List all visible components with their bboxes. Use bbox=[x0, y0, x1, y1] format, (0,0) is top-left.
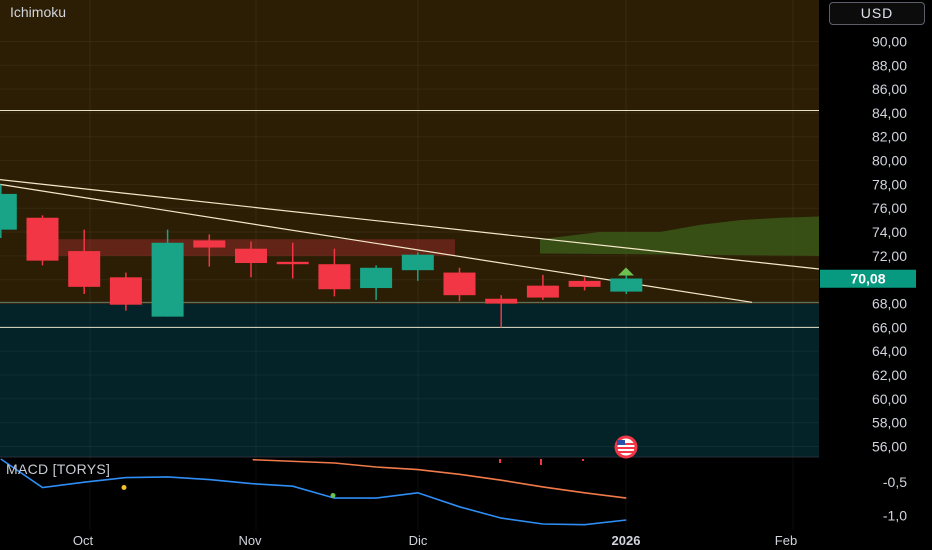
price-tick-label: 86,00 bbox=[872, 81, 907, 97]
price-tick-label: 56,00 bbox=[872, 438, 907, 454]
macd-line bbox=[0, 458, 627, 526]
candle-body bbox=[0, 193, 17, 230]
current-price-label: 70,08 bbox=[850, 271, 885, 287]
cross-marker bbox=[330, 493, 336, 499]
candle-body bbox=[360, 267, 393, 289]
candle-body bbox=[151, 242, 184, 317]
us-flag-icon[interactable] bbox=[614, 435, 638, 459]
price-tick-label: 58,00 bbox=[872, 415, 907, 431]
price-tick-label: 60,00 bbox=[872, 391, 907, 407]
price-tick-label: 62,00 bbox=[872, 367, 907, 383]
price-tick-label: 68,00 bbox=[872, 296, 907, 312]
candle-body bbox=[26, 217, 59, 261]
time-axis[interactable]: Oct Nov Dic 2026 Feb bbox=[73, 533, 797, 548]
candle-body bbox=[235, 248, 267, 264]
support-zone-background bbox=[0, 304, 819, 457]
price-tick-label: 78,00 bbox=[872, 176, 907, 192]
candle-body bbox=[443, 272, 476, 296]
price-tick-label: 80,00 bbox=[872, 153, 907, 169]
candle-body bbox=[109, 277, 142, 305]
time-tick-label: Dic bbox=[409, 533, 428, 548]
time-tick-label: Nov bbox=[238, 533, 262, 548]
time-tick-label: Feb bbox=[775, 533, 797, 548]
indicator-label[interactable]: Ichimoku bbox=[10, 4, 67, 20]
macd-tick-label: -1,0 bbox=[883, 507, 907, 523]
macd-label[interactable]: MACD [TORYS] bbox=[6, 461, 111, 477]
price-tick-label: 84,00 bbox=[872, 105, 907, 121]
macd-pane: -0,5 -1,0 bbox=[0, 456, 907, 526]
candle-body bbox=[485, 298, 518, 304]
currency-button[interactable]: USD bbox=[829, 2, 925, 25]
candle-body bbox=[568, 280, 601, 287]
price-tick-label: 64,00 bbox=[872, 343, 907, 359]
price-tick-label: 82,00 bbox=[872, 129, 907, 145]
candlestick-series bbox=[0, 184, 643, 328]
price-tick-label: 66,00 bbox=[872, 319, 907, 335]
price-axis[interactable]: 90,00 88,00 86,00 84,00 82,00 80,00 78,00 76,00… bbox=[618, 0, 932, 550]
price-tick-label: 72,00 bbox=[872, 248, 907, 264]
macd-tick-label: -0,5 bbox=[883, 474, 907, 490]
price-tick-label: 76,00 bbox=[872, 200, 907, 216]
candle-body bbox=[526, 285, 559, 298]
resistance-band bbox=[40, 239, 455, 256]
cross-marker bbox=[121, 485, 127, 491]
signal-line bbox=[252, 458, 627, 499]
candle-body bbox=[193, 240, 226, 248]
trendline-upper bbox=[0, 179, 820, 270]
time-tick-label: Oct bbox=[73, 533, 94, 548]
candle-body bbox=[610, 278, 643, 292]
price-tick-label: 88,00 bbox=[872, 57, 907, 73]
candle-body bbox=[276, 261, 309, 265]
candle-body bbox=[318, 264, 351, 290]
candle-body bbox=[68, 251, 101, 287]
price-tick-label: 90,00 bbox=[872, 33, 907, 49]
time-tick-label: 2026 bbox=[612, 533, 641, 548]
price-arrow-icon bbox=[618, 267, 634, 276]
current-price-tag bbox=[820, 269, 916, 288]
candle-body bbox=[401, 254, 434, 271]
price-tick-label: 74,00 bbox=[872, 224, 907, 240]
